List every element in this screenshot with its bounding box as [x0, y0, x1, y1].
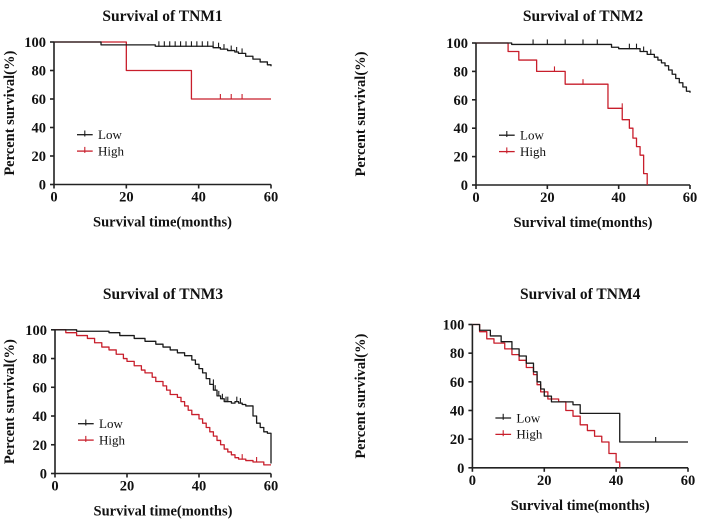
svg-text:Percent survival(%): Percent survival(%) [2, 339, 18, 464]
svg-text:High: High [516, 427, 543, 442]
svg-text:40: 40 [450, 403, 465, 419]
svg-text:20: 20 [450, 432, 465, 448]
svg-text:60: 60 [264, 479, 279, 495]
svg-text:0: 0 [472, 190, 479, 206]
svg-text:0: 0 [51, 479, 58, 495]
svg-text:60: 60 [681, 473, 696, 489]
svg-text:100: 100 [24, 35, 46, 51]
svg-text:20: 20 [119, 190, 134, 206]
svg-text:Percent survival(%): Percent survival(%) [2, 51, 18, 176]
svg-text:100: 100 [443, 318, 465, 334]
svg-text:40: 40 [454, 121, 469, 137]
svg-text:Survival of TNM1: Survival of TNM1 [102, 8, 222, 25]
svg-text:60: 60 [683, 190, 698, 206]
svg-text:0: 0 [39, 178, 46, 194]
svg-text:40: 40 [33, 409, 48, 425]
svg-text:0: 0 [461, 178, 468, 194]
svg-text:60: 60 [454, 93, 469, 109]
svg-text:Low: Low [99, 416, 123, 431]
svg-text:20: 20 [540, 190, 555, 206]
svg-text:0: 0 [50, 190, 57, 206]
svg-text:Low: Low [98, 127, 122, 142]
svg-text:Survival time(months): Survival time(months) [511, 498, 650, 514]
svg-text:Percent survival(%): Percent survival(%) [353, 51, 369, 176]
svg-text:Percent survival(%): Percent survival(%) [353, 334, 369, 459]
svg-text:80: 80 [33, 352, 48, 368]
svg-text:60: 60 [264, 190, 279, 206]
svg-text:40: 40 [32, 121, 47, 137]
svg-text:20: 20 [32, 149, 47, 165]
svg-text:20: 20 [33, 438, 48, 454]
svg-text:Survival of TNM4: Survival of TNM4 [520, 286, 641, 303]
svg-text:40: 40 [192, 479, 207, 495]
svg-text:Low: Low [520, 128, 544, 143]
svg-text:100: 100 [446, 36, 468, 52]
svg-text:0: 0 [457, 461, 464, 477]
svg-text:40: 40 [609, 473, 624, 489]
svg-text:60: 60 [33, 380, 48, 396]
svg-text:20: 20 [537, 473, 552, 489]
svg-text:0: 0 [469, 473, 476, 489]
svg-text:60: 60 [32, 92, 47, 108]
svg-text:60: 60 [450, 375, 465, 391]
svg-text:Survival time(months): Survival time(months) [94, 504, 233, 520]
svg-text:80: 80 [450, 346, 465, 362]
svg-text:40: 40 [191, 190, 206, 206]
svg-text:80: 80 [32, 64, 47, 80]
svg-text:20: 20 [454, 150, 469, 166]
svg-text:Survival of TNM2: Survival of TNM2 [523, 8, 644, 25]
svg-text:Survival of TNM3: Survival of TNM3 [103, 286, 224, 303]
svg-text:High: High [98, 143, 125, 158]
svg-text:100: 100 [25, 323, 47, 339]
svg-text:High: High [99, 432, 126, 447]
svg-text:20: 20 [120, 479, 135, 495]
svg-text:Survival time(months): Survival time(months) [514, 215, 653, 231]
svg-text:Low: Low [516, 410, 540, 425]
svg-text:0: 0 [40, 467, 47, 483]
svg-text:Survival time(months): Survival time(months) [93, 215, 232, 231]
svg-text:80: 80 [454, 64, 469, 80]
svg-text:40: 40 [611, 190, 626, 206]
svg-text:High: High [520, 144, 547, 159]
